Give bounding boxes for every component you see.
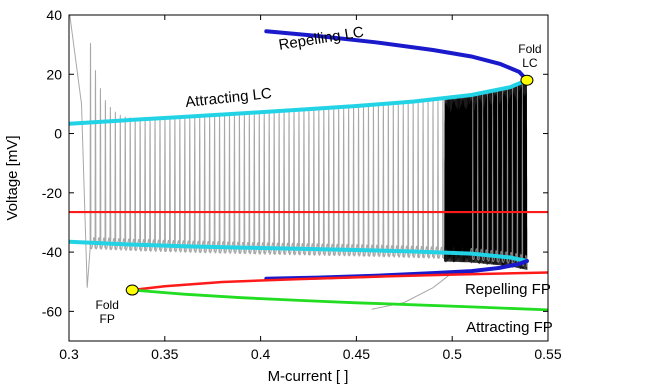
- repelling-lc-label: Repelling LC: [277, 24, 365, 54]
- fold-lc-label-line2: LC: [522, 56, 538, 70]
- x-tick-label: 0.35: [151, 346, 178, 362]
- fold-fp-label-line2: FP: [100, 312, 115, 326]
- y-tick-label: -20: [42, 185, 62, 201]
- fold-lc-point: [520, 74, 534, 86]
- tick-layer: 0.3 0.35 0.4 0.45 0.5 0.55 40 20 0 -20 -40 -60: [42, 7, 562, 362]
- x-axis-title: M-current [ ]: [268, 368, 349, 385]
- fold-lc-label-line1: Fold: [518, 42, 541, 56]
- trajectory-gray-overlay: [469, 82, 528, 267]
- x-tick-label: 0.3: [59, 346, 79, 362]
- trajectory-black-path: [444, 80, 528, 270]
- y-tick-label: 0: [54, 126, 62, 142]
- repelling-fp-label: Repelling FP: [465, 281, 551, 298]
- x-tick-label: 0.4: [251, 346, 271, 362]
- attracting-lc-upper: [69, 78, 529, 126]
- branch-layer: [69, 29, 548, 312]
- x-tick-label: 0.5: [442, 346, 462, 362]
- trajectory-layer: [69, 15, 528, 310]
- y-tick-label: 40: [46, 7, 62, 23]
- y-tick-label: -40: [42, 244, 62, 260]
- x-tick-label: 0.45: [343, 346, 370, 362]
- fold-fp-point: [125, 284, 139, 296]
- x-tick-label: 0.55: [534, 346, 561, 362]
- plot-frame: [68, 14, 549, 342]
- y-tick-label: 20: [46, 66, 62, 82]
- attracting-fp-label: Attracting FP: [466, 319, 553, 336]
- trajectory-decay-path: [371, 273, 451, 310]
- attracting-lc-lower: [69, 239, 529, 263]
- y-tick-label: -60: [42, 303, 62, 319]
- fold-fp-label-line1: Fold: [96, 298, 119, 312]
- repelling-lc-upper: [264, 29, 529, 83]
- attracting-fp-branch: [132, 288, 548, 312]
- repelling-fp-lower-branch: [132, 271, 548, 292]
- attracting-lc-label: Attracting LC: [185, 85, 273, 111]
- y-axis-title: Voltage [mV]: [4, 135, 21, 220]
